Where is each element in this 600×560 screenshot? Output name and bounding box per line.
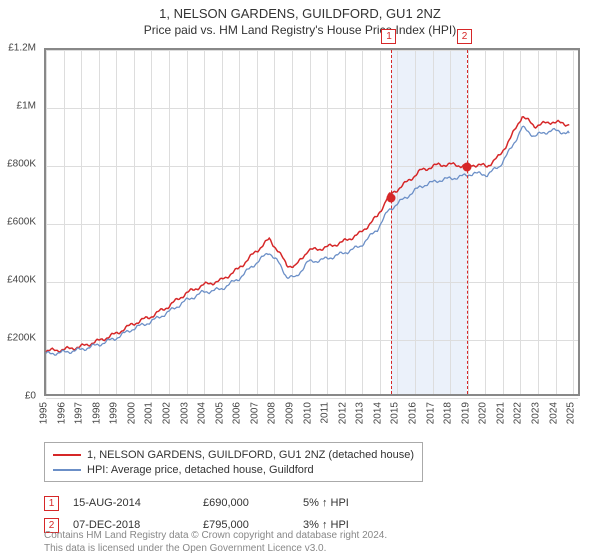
x-tick-label: 1997	[74, 402, 85, 424]
legend-row: 1, NELSON GARDENS, GUILDFORD, GU1 2NZ (d…	[53, 447, 414, 462]
attribution-footer: Contains HM Land Registry data © Crown c…	[44, 530, 387, 555]
series-line-property	[46, 117, 569, 352]
event-line	[467, 50, 468, 394]
event-dot	[462, 163, 471, 172]
x-tick-label: 2015	[390, 402, 401, 424]
x-tick-label: 2017	[425, 402, 436, 424]
x-tick-label: 1999	[109, 402, 120, 424]
event-date: 15-AUG-2014	[73, 497, 203, 509]
x-tick-label: 2005	[214, 402, 225, 424]
x-tick-label: 2022	[513, 402, 524, 424]
legend-and-events: 1, NELSON GARDENS, GUILDFORD, GU1 2NZ (d…	[44, 442, 580, 536]
x-tick-label: 2001	[144, 402, 155, 424]
legend-row: HPI: Average price, detached house, Guil…	[53, 462, 414, 477]
y-tick-label: £800K	[7, 159, 36, 170]
y-tick-label: £600K	[7, 217, 36, 228]
x-tick-label: 2021	[495, 402, 506, 424]
event-row-marker: 1	[44, 496, 59, 511]
legend-label: HPI: Average price, detached house, Guil…	[87, 464, 314, 476]
x-tick-label: 2008	[267, 402, 278, 424]
legend-swatch	[53, 469, 81, 471]
x-tick-label: 2016	[408, 402, 419, 424]
x-tick-label: 2011	[320, 402, 331, 424]
legend-box: 1, NELSON GARDENS, GUILDFORD, GU1 2NZ (d…	[44, 442, 423, 482]
y-tick-label: £0	[25, 391, 36, 402]
event-marker: 1	[381, 29, 396, 44]
x-tick-label: 2009	[285, 402, 296, 424]
x-tick-label: 2006	[232, 402, 243, 424]
y-tick-label: £1M	[17, 101, 36, 112]
x-tick-label: 2024	[548, 402, 559, 424]
chart-title: 1, NELSON GARDENS, GUILDFORD, GU1 2NZ	[0, 0, 600, 21]
x-tick-label: 2003	[179, 402, 190, 424]
x-tick-label: 2002	[162, 402, 173, 424]
event-price: £690,000	[203, 497, 303, 509]
x-tick-label: 1998	[91, 402, 102, 424]
x-axis-labels: 1995199619971998199920002001200220032004…	[44, 398, 580, 438]
event-line	[391, 50, 392, 394]
x-tick-label: 2004	[197, 402, 208, 424]
x-tick-label: 2019	[460, 402, 471, 424]
legend-swatch	[53, 454, 81, 456]
series-line-hpi	[46, 126, 569, 355]
x-tick-label: 2000	[126, 402, 137, 424]
x-tick-label: 2013	[355, 402, 366, 424]
x-tick-label: 2014	[372, 402, 383, 424]
footer-line: Contains HM Land Registry data © Crown c…	[44, 530, 387, 543]
event-dot	[386, 193, 395, 202]
x-tick-label: 1995	[39, 402, 50, 424]
x-tick-label: 2025	[566, 402, 577, 424]
x-tick-label: 2018	[443, 402, 454, 424]
x-tick-label: 2012	[337, 402, 348, 424]
x-tick-label: 2020	[478, 402, 489, 424]
x-tick-label: 2010	[302, 402, 313, 424]
y-axis-labels: £0£200K£400K£600K£800K£1M£1.2M	[0, 48, 40, 396]
y-tick-label: £400K	[7, 275, 36, 286]
event-pct-vs-hpi: 5% ↑ HPI	[303, 497, 413, 509]
x-tick-label: 1996	[56, 402, 67, 424]
event-row: 1 15-AUG-2014£690,0005% ↑ HPI	[44, 492, 580, 514]
chart-lines	[46, 50, 578, 394]
x-tick-label: 2023	[531, 402, 542, 424]
chart-subtitle: Price paid vs. HM Land Registry's House …	[0, 21, 600, 41]
event-marker: 2	[457, 29, 472, 44]
y-tick-label: £200K	[7, 333, 36, 344]
legend-label: 1, NELSON GARDENS, GUILDFORD, GU1 2NZ (d…	[87, 449, 414, 461]
footer-line: This data is licensed under the Open Gov…	[44, 543, 387, 556]
chart-plot-area	[44, 48, 580, 396]
x-tick-label: 2007	[249, 402, 260, 424]
y-tick-label: £1.2M	[8, 43, 36, 54]
